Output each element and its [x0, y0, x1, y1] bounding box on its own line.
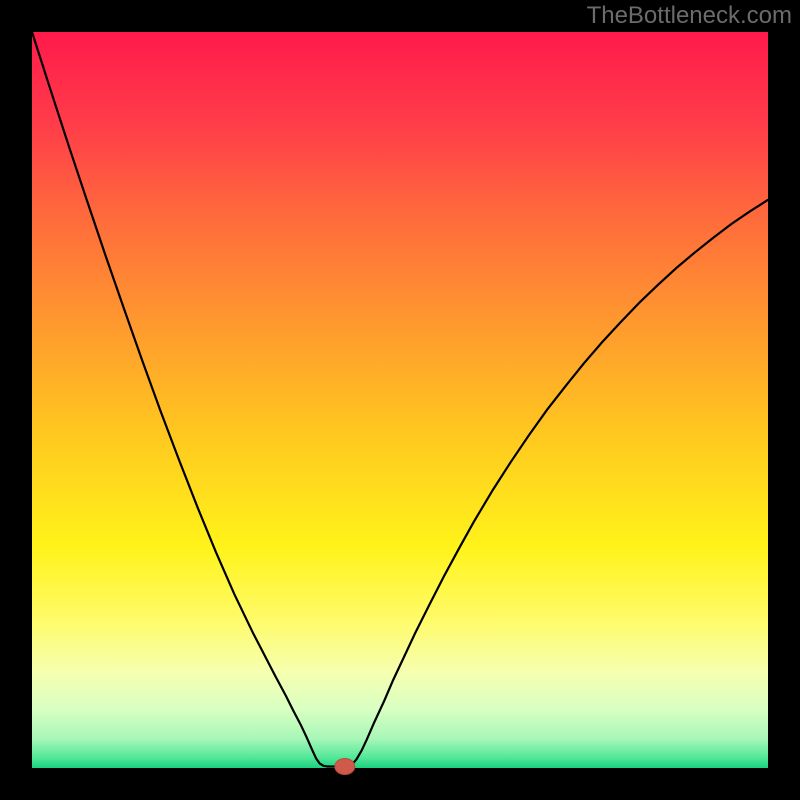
watermark-label: TheBottleneck.com: [587, 2, 792, 30]
bottleneck-chart: TheBottleneck.com: [0, 0, 800, 800]
chart-background: [32, 32, 768, 768]
optimal-point-marker: [335, 759, 355, 775]
chart-canvas: [0, 0, 800, 800]
